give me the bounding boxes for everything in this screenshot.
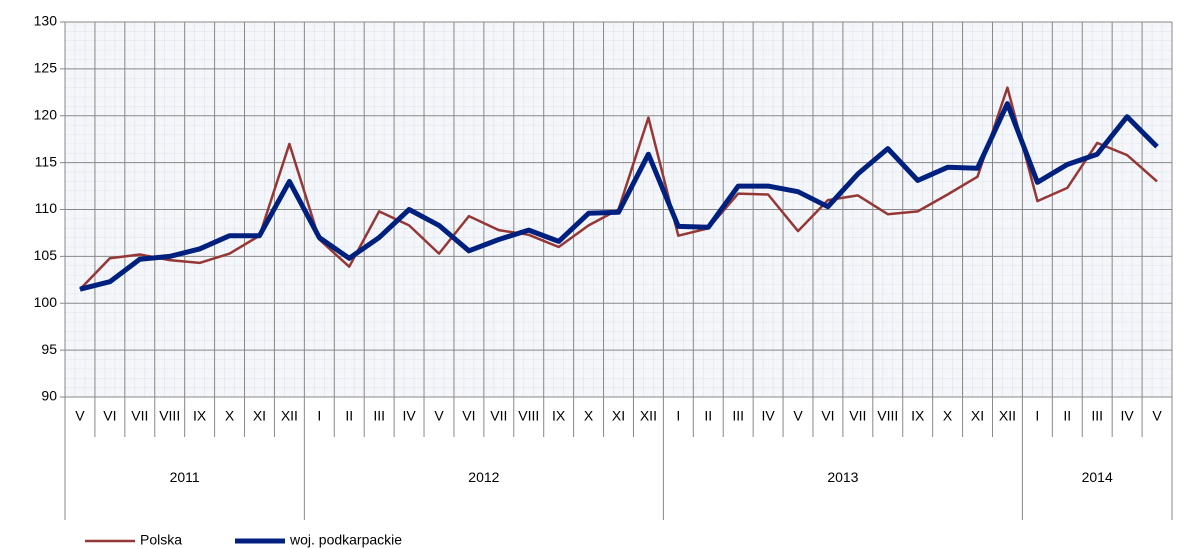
year-label: 2012 xyxy=(468,469,499,485)
x-tick-label: X xyxy=(225,408,235,424)
x-tick-label: III xyxy=(1091,408,1103,424)
x-tick-label: VII xyxy=(490,408,507,424)
x-tick-label: VIII xyxy=(877,408,898,424)
y-tick-label: 105 xyxy=(34,247,58,263)
legend-label: woj. podkarpackie xyxy=(289,532,402,548)
x-tick-label: VI xyxy=(103,408,116,424)
x-tick-label: VI xyxy=(462,408,475,424)
x-tick-label: V xyxy=(1152,408,1162,424)
x-tick-label: XII xyxy=(281,408,298,424)
x-tick-label: III xyxy=(373,408,385,424)
x-tick-label: VII xyxy=(131,408,148,424)
year-label: 2013 xyxy=(827,469,858,485)
x-tick-label: IX xyxy=(193,408,207,424)
x-tick-label: VIII xyxy=(518,408,539,424)
y-tick-label: 100 xyxy=(34,294,58,310)
x-tick-label: XII xyxy=(640,408,657,424)
x-tick-label: XI xyxy=(971,408,984,424)
series-line xyxy=(79,101,1159,292)
x-tick-label: II xyxy=(1063,408,1071,424)
x-tick-label: VIII xyxy=(159,408,180,424)
x-tick-label: III xyxy=(732,408,744,424)
x-tick-label: V xyxy=(75,408,85,424)
x-tick-label: XI xyxy=(253,408,266,424)
x-tick-label: V xyxy=(434,408,444,424)
x-tick-label: IV xyxy=(761,408,775,424)
y-tick-label: 120 xyxy=(34,106,58,122)
y-tick-label: 115 xyxy=(35,153,58,169)
y-tick-label: 125 xyxy=(34,60,58,76)
x-tick-label: IV xyxy=(1121,408,1135,424)
x-tick-label: V xyxy=(793,408,803,424)
x-tick-label: I xyxy=(1035,408,1039,424)
x-tick-label: VII xyxy=(849,408,866,424)
x-tick-label: II xyxy=(345,408,353,424)
x-tick-label: VI xyxy=(821,408,834,424)
x-tick-label: X xyxy=(943,408,953,424)
y-tick-label: 110 xyxy=(35,200,58,216)
x-tick-label: II xyxy=(704,408,712,424)
x-tick-label: I xyxy=(317,408,321,424)
y-tick-label: 130 xyxy=(34,13,58,29)
x-tick-label: XI xyxy=(612,408,625,424)
y-tick-label: 90 xyxy=(41,388,57,404)
x-tick-label: IX xyxy=(911,408,925,424)
year-label: 2011 xyxy=(170,469,200,485)
x-tick-label: IX xyxy=(552,408,566,424)
x-tick-label: X xyxy=(584,408,594,424)
x-tick-label: XII xyxy=(999,408,1016,424)
x-tick-label: I xyxy=(676,408,680,424)
legend-label: Polska xyxy=(140,532,182,548)
year-label: 2014 xyxy=(1082,469,1113,485)
y-tick-label: 95 xyxy=(41,341,57,357)
x-tick-label: IV xyxy=(402,408,416,424)
